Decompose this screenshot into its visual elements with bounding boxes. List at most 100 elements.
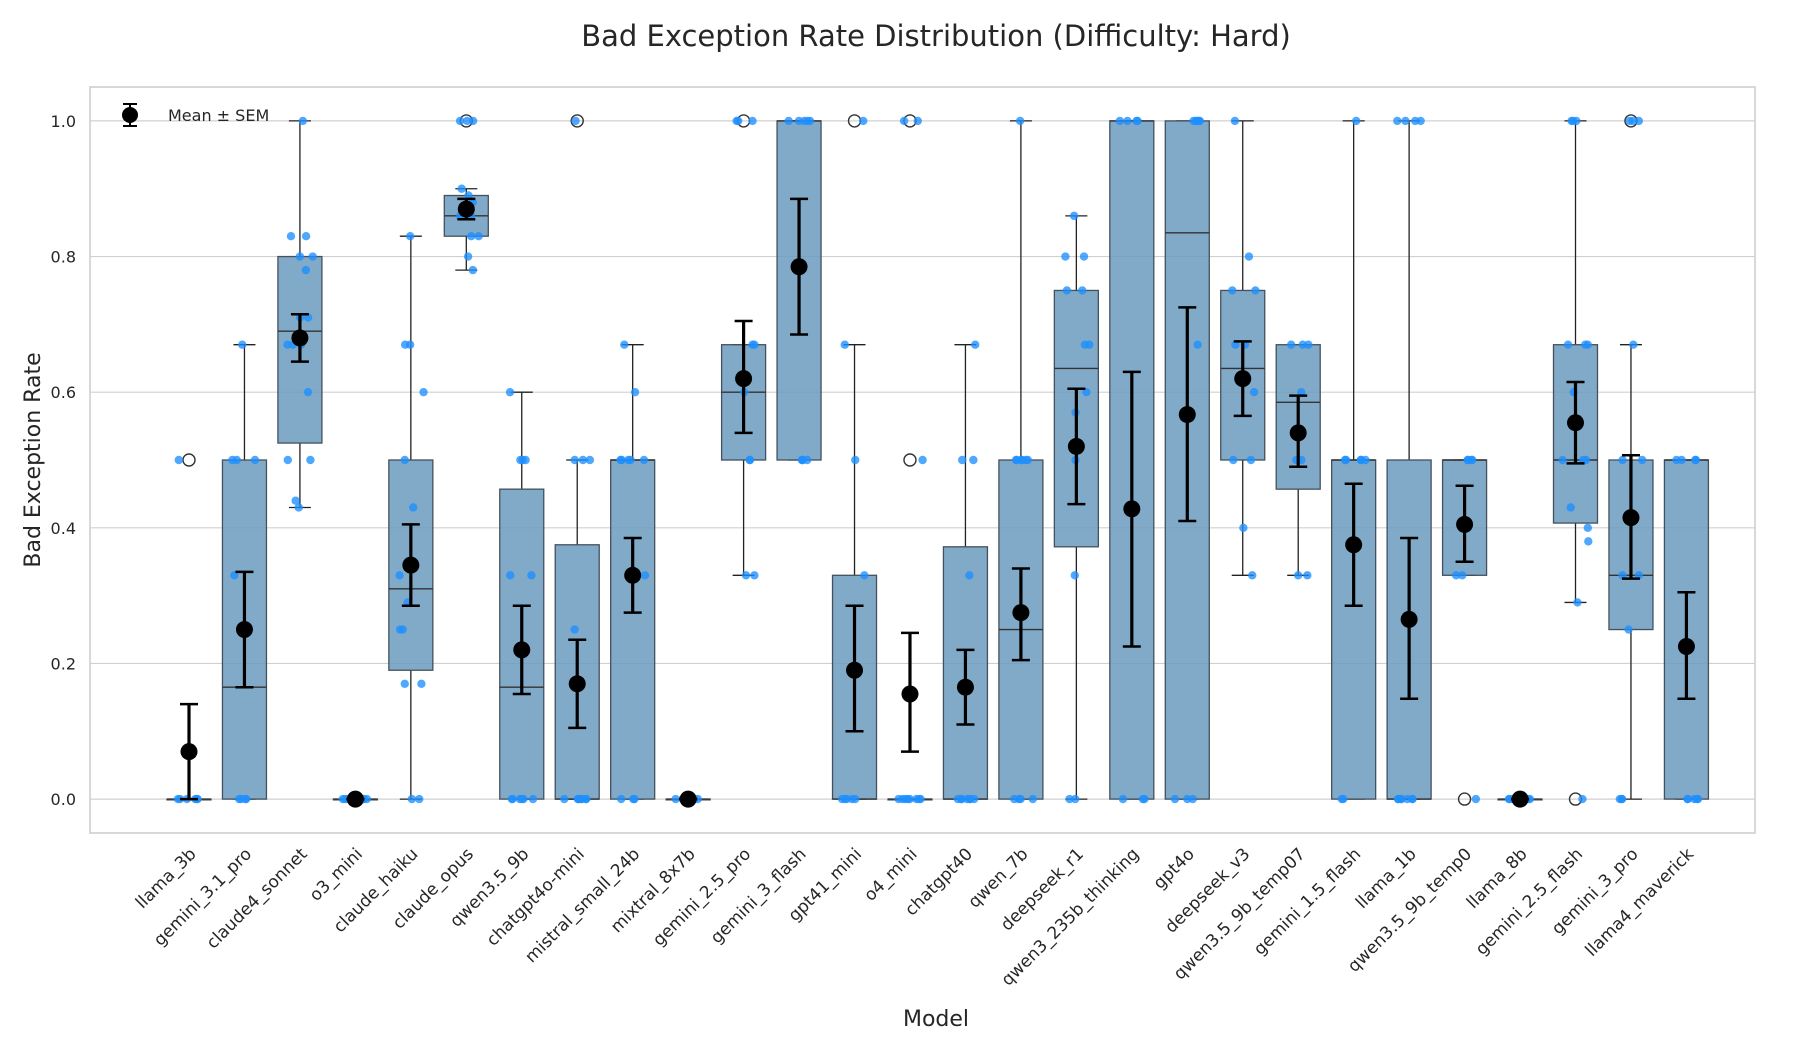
box-iqr [610, 459, 656, 800]
data-point [521, 455, 530, 465]
data-point [1246, 455, 1256, 465]
box-qwen-7b [998, 120, 1044, 800]
mean-marker [1622, 509, 1640, 527]
data-point [671, 794, 680, 804]
data-point [419, 387, 428, 397]
data-point [1693, 794, 1703, 804]
data-point [585, 455, 595, 465]
data-point [1356, 455, 1366, 465]
data-point [1229, 455, 1238, 465]
data-point [620, 340, 629, 349]
means-sem [180, 197, 1696, 808]
data-point [1471, 794, 1481, 804]
outlier-marker [182, 453, 196, 467]
data-point [1578, 794, 1587, 804]
data-point [1115, 116, 1125, 126]
data-point [958, 455, 967, 465]
data-point [474, 232, 483, 241]
data-point [1411, 116, 1420, 126]
data-point [395, 571, 404, 580]
mean-marker [1511, 790, 1529, 808]
data-point [1352, 116, 1361, 126]
data-point [1133, 116, 1142, 126]
y-tick-label: 0.0 [51, 790, 76, 809]
mean-marker [1677, 638, 1695, 655]
data-point [624, 455, 633, 465]
mean-marker [402, 556, 420, 574]
data-point [303, 313, 313, 322]
mean-sem-llama-3b [180, 702, 198, 801]
data-point [1062, 286, 1072, 295]
mean-sem-qwen3-5-9b-temp07 [1289, 394, 1308, 469]
mean-sem-gemini-1-5-flash [1344, 482, 1363, 608]
mean-marker [346, 790, 364, 808]
data-point [1193, 340, 1202, 349]
data-point [395, 625, 405, 634]
data-point [1118, 794, 1128, 804]
data-point [571, 116, 580, 126]
data-point [1579, 455, 1588, 465]
data-point [417, 679, 426, 688]
data-point [1231, 340, 1240, 349]
y-tick-label: 1.0 [51, 112, 76, 131]
data-point [1393, 116, 1402, 126]
data-point [1672, 455, 1681, 465]
mean-sem-qwen-7b [1011, 567, 1030, 662]
data-point [1637, 455, 1647, 465]
data-point [617, 794, 626, 804]
data-point [750, 340, 759, 349]
data-point [639, 455, 649, 465]
data-point [291, 496, 300, 505]
y-axis-label: Bad Exception Rate [21, 352, 46, 567]
mean-marker [1289, 424, 1307, 442]
data-point [913, 116, 922, 126]
data-point [1339, 794, 1348, 804]
data-point [1286, 340, 1296, 349]
data-point [1393, 794, 1403, 804]
mean-sem-claude-opus [457, 197, 476, 221]
data-point [301, 265, 311, 275]
mean-marker [1178, 406, 1196, 424]
data-point [630, 794, 639, 804]
data-point [338, 794, 348, 804]
data-point [1183, 794, 1192, 804]
mean-sem-qwen3-5-9b [512, 604, 531, 696]
data-point [1340, 455, 1350, 465]
data-point [286, 232, 296, 241]
mean-sem-llama-1b [1400, 536, 1419, 700]
mean-marker [1567, 414, 1584, 432]
data-point [506, 571, 515, 580]
data-point [578, 455, 588, 465]
data-point [406, 232, 415, 241]
data-point [1069, 211, 1079, 221]
data-point [1298, 340, 1307, 349]
data-point [1634, 116, 1644, 126]
data-point [1010, 794, 1019, 804]
data-point [860, 571, 869, 580]
data-point [462, 116, 472, 126]
mean-sem-gemini-3-1-pro [235, 570, 254, 689]
data-point [803, 116, 812, 126]
data-point [837, 794, 847, 804]
data-point [1401, 116, 1410, 126]
data-point [850, 794, 860, 804]
data-point [1061, 252, 1070, 261]
mean-marker [1234, 370, 1252, 388]
data-point [905, 794, 914, 804]
data-point [1138, 794, 1148, 804]
data-point [898, 794, 907, 804]
mean-marker [513, 641, 531, 659]
outlier-marker [570, 114, 584, 128]
data-point [630, 387, 640, 397]
legend-label: Mean ± SEM [168, 106, 269, 125]
data-point [1584, 537, 1593, 546]
data-point [505, 387, 515, 397]
data-point [1123, 116, 1132, 126]
data-point [415, 794, 424, 804]
data-point [468, 265, 478, 275]
x-axis-label: Model [903, 1007, 969, 1032]
mean-sem-mixtral-8x7b [679, 790, 698, 808]
y-tick-label: 0.6 [51, 383, 76, 402]
data-point [745, 455, 754, 465]
mean-marker [1123, 500, 1141, 518]
